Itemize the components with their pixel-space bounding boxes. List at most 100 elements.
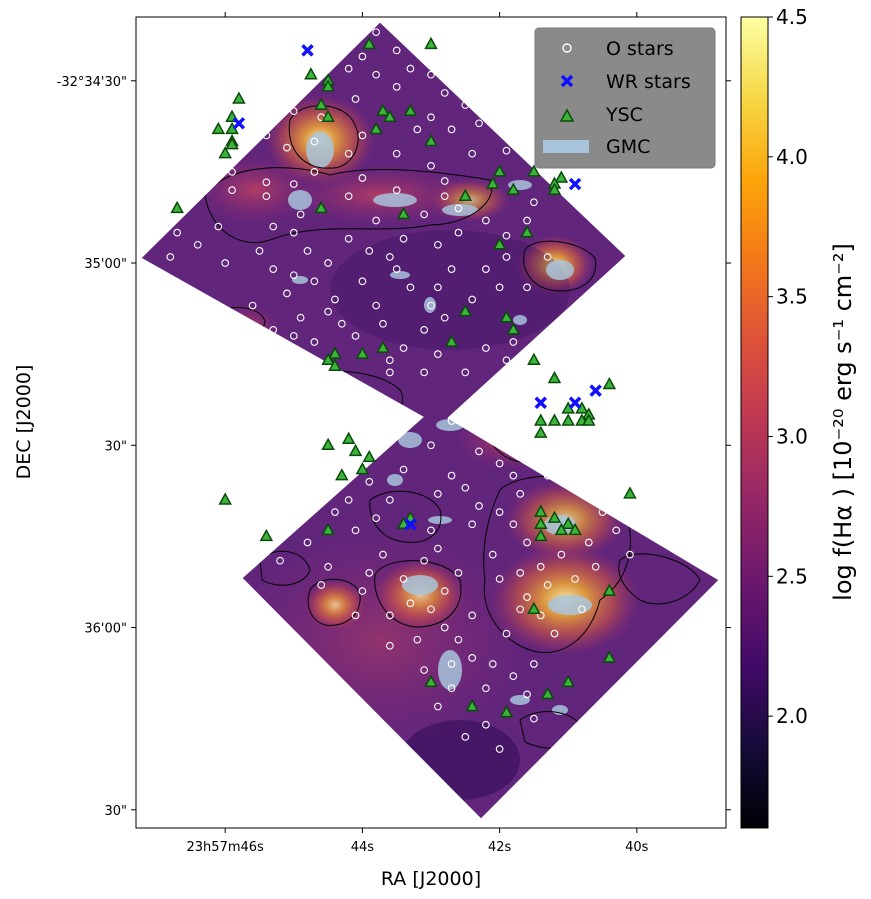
- o-star-point-128: [255, 520, 264, 529]
- o-star-point-54: [303, 247, 312, 255]
- o-star-point-74: [248, 301, 257, 310]
- o-star-point-51: [166, 253, 175, 261]
- o-star-point-31: [427, 161, 435, 170]
- o-star-point-135: [584, 538, 593, 547]
- o-star-point-167: [482, 684, 490, 693]
- o-star-point-92: [495, 374, 504, 383]
- ysc-point-75: [602, 650, 617, 663]
- o-star-point-27: [180, 143, 188, 152]
- ysc-point-8: [383, 109, 397, 122]
- o-star-point-14: [461, 101, 470, 109]
- o-star-point-60: [447, 265, 456, 273]
- o-star-point-222: [461, 483, 470, 492]
- o-star-point-96: [324, 392, 332, 401]
- o-star-point-131: [427, 526, 435, 535]
- o-star-point-8: [344, 64, 353, 73]
- o-star-point-125: [516, 490, 525, 498]
- ysc-point-38: [328, 346, 342, 359]
- o-star-point-140: [420, 556, 428, 565]
- o-star-point-0: [269, 22, 278, 30]
- o-star-point-79: [269, 326, 278, 334]
- o-star-point-23: [447, 125, 456, 134]
- ysc-point-28: [170, 200, 184, 214]
- o-star-point-153: [427, 605, 435, 614]
- o-star-point-177: [523, 283, 531, 292]
- o-star-point-215: [385, 356, 394, 365]
- o-star-point-121: [344, 496, 353, 504]
- o-star-point-158: [413, 635, 422, 644]
- o-star-point-231: [440, 623, 449, 632]
- ysc-point-64: [396, 516, 411, 530]
- o-star-point-61: [482, 265, 490, 273]
- ysc-point-29: [314, 200, 329, 214]
- legend-gmc-icon: [543, 140, 589, 153]
- o-star-point-86: [296, 356, 305, 365]
- ysc-series: [170, 36, 637, 718]
- wr-star-point-1: [232, 117, 246, 130]
- o-star-point-216: [358, 417, 367, 425]
- o-star-point-174: [420, 210, 428, 219]
- ysc-point-9: [369, 121, 383, 135]
- o-star-point-152: [385, 611, 394, 620]
- o-star-point-179: [591, 477, 600, 486]
- ysc-point-32: [492, 237, 507, 250]
- colorbar-gradient: [740, 16, 769, 829]
- o-star-point-144: [317, 581, 326, 589]
- ysc-point-35: [506, 322, 521, 335]
- o-star-point-195: [372, 70, 380, 79]
- colorbar-tick-label-5: 4.5: [776, 5, 808, 29]
- o-star-point-82: [399, 344, 408, 352]
- o-star-point-26: [200, 113, 209, 122]
- ysc-point-76: [424, 674, 438, 687]
- o-star-point-157: [385, 641, 394, 650]
- o-star-point-119: [241, 496, 250, 504]
- ysc-point-55: [321, 437, 335, 451]
- y-tick-label-4: 30": [104, 804, 127, 819]
- o-star-point-151: [351, 611, 360, 620]
- ysc-point-68: [533, 516, 548, 530]
- ysc-point-58: [355, 462, 370, 475]
- o-star-point-30: [392, 149, 401, 158]
- ysc-point-60: [218, 492, 232, 505]
- o-star-point-111: [269, 465, 278, 474]
- o-star-point-201: [344, 192, 353, 201]
- ysc-point-70: [568, 522, 582, 536]
- o-star-point-75: [296, 313, 305, 322]
- o-star-point-52: [255, 247, 264, 255]
- o-star-point-44: [440, 192, 449, 201]
- o-star-point-16: [289, 107, 298, 116]
- o-star-point-229: [523, 593, 531, 602]
- o-star-point-78: [420, 326, 428, 334]
- wr-star-point-5: [589, 384, 602, 397]
- y-tick-label-1: 35'00": [84, 257, 127, 272]
- ysc-point-6: [321, 109, 335, 122]
- o-star-point-113: [399, 465, 408, 474]
- o-star-point-169: [461, 733, 470, 741]
- o-star-point-173: [228, 186, 236, 194]
- o-star-point-53: [289, 228, 298, 237]
- o-star-point-50: [193, 240, 202, 249]
- ysc-point-7: [376, 103, 390, 116]
- field-outline: [140, 21, 720, 820]
- colorbar-ticks: 2.0 2.5 3.0 3.5 4.0 4.5: [768, 5, 808, 728]
- o-star-point-101: [543, 392, 552, 401]
- o-star-point-116: [509, 471, 518, 480]
- o-star-point-45: [454, 204, 463, 213]
- ysc-point-69: [554, 522, 569, 536]
- ysc-point-56: [348, 443, 363, 457]
- o-star-point-224: [248, 477, 257, 486]
- o-star-point-65: [310, 277, 319, 286]
- o-star-point-7: [289, 52, 298, 61]
- o-star-point-91: [461, 368, 470, 377]
- o-star-point-205: [365, 247, 374, 255]
- y-tick-label-2: 30": [104, 439, 127, 454]
- colorbar: 2.0 2.5 3.0 3.5 4.0 4.5 log f(Hα ) [10⁻²⁰ erg…: [740, 5, 857, 829]
- ysc-point-17: [225, 137, 239, 150]
- colorbar-tick-label-3: 3.5: [776, 285, 808, 309]
- ysc-point-72: [602, 583, 617, 596]
- ysc-point-49: [561, 413, 575, 426]
- o-star-point-168: [523, 690, 531, 699]
- o-star-point-15: [482, 107, 490, 116]
- o-star-point-227: [365, 569, 374, 577]
- o-star-point-146: [399, 575, 408, 583]
